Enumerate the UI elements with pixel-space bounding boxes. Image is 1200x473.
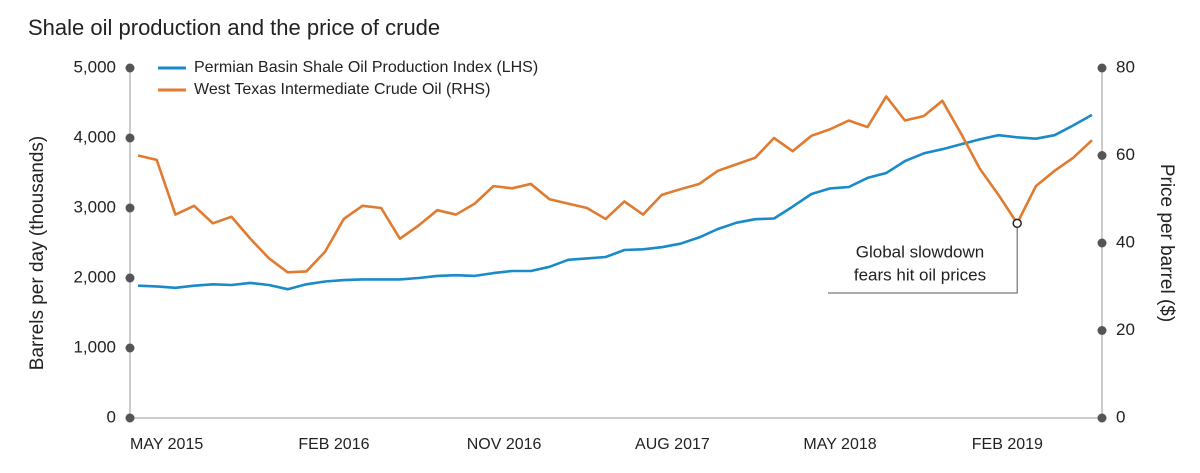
y2-tick-label: 40 (1116, 232, 1135, 251)
y2-tick-label: 20 (1116, 320, 1135, 339)
x-tick-label: MAY 2018 (803, 436, 876, 453)
y2-tick-label: 0 (1116, 407, 1125, 426)
legend-label: Permian Basin Shale Oil Production Index… (194, 59, 538, 76)
y-tick-mark (125, 273, 135, 283)
y2-tick-mark (1097, 63, 1107, 73)
x-tick-label: NOV 2016 (467, 436, 542, 453)
y-tick-mark (125, 203, 135, 213)
y-tick-label: 4,000 (73, 127, 116, 146)
y-tick-label: 2,000 (73, 267, 116, 286)
y2-tick-mark (1097, 326, 1107, 335)
y-tick-mark (125, 343, 135, 353)
y-tick-label: 0 (107, 407, 116, 426)
y-tick-mark (125, 63, 135, 73)
annotation-leader (828, 223, 1018, 294)
y-axis-label: Barrels per day (thousands) (27, 136, 48, 370)
legend-label: West Texas Intermediate Crude Oil (RHS) (194, 81, 490, 98)
x-tick-label: FEB 2016 (298, 436, 369, 453)
y2-tick-mark (1097, 151, 1107, 160)
data-line (137, 95, 1093, 274)
y-tick-label: 3,000 (73, 197, 116, 216)
y2-tick-mark (1097, 238, 1107, 248)
annotation-text: fears hit oil prices (854, 265, 986, 284)
y-tick-label: 1,000 (73, 337, 116, 356)
y-tick-mark (125, 413, 135, 423)
x-tick-label: AUG 2017 (635, 436, 710, 453)
y2-tick-label: 80 (1116, 57, 1135, 76)
y-tick-label: 5,000 (73, 57, 116, 76)
annotation-marker (1012, 218, 1022, 229)
chart-title: Shale oil production and the price of cr… (28, 15, 440, 40)
y2-axis-label: Price per barrel ($) (1156, 164, 1177, 322)
x-tick-label: FEB 2019 (972, 436, 1043, 453)
data-line (137, 113, 1093, 291)
y2-tick-mark (1097, 413, 1107, 423)
x-tick-label: MAY 2015 (130, 436, 203, 453)
annotation-text: Global slowdown (856, 242, 985, 261)
y-tick-mark (125, 133, 135, 143)
y2-tick-label: 60 (1116, 145, 1135, 164)
